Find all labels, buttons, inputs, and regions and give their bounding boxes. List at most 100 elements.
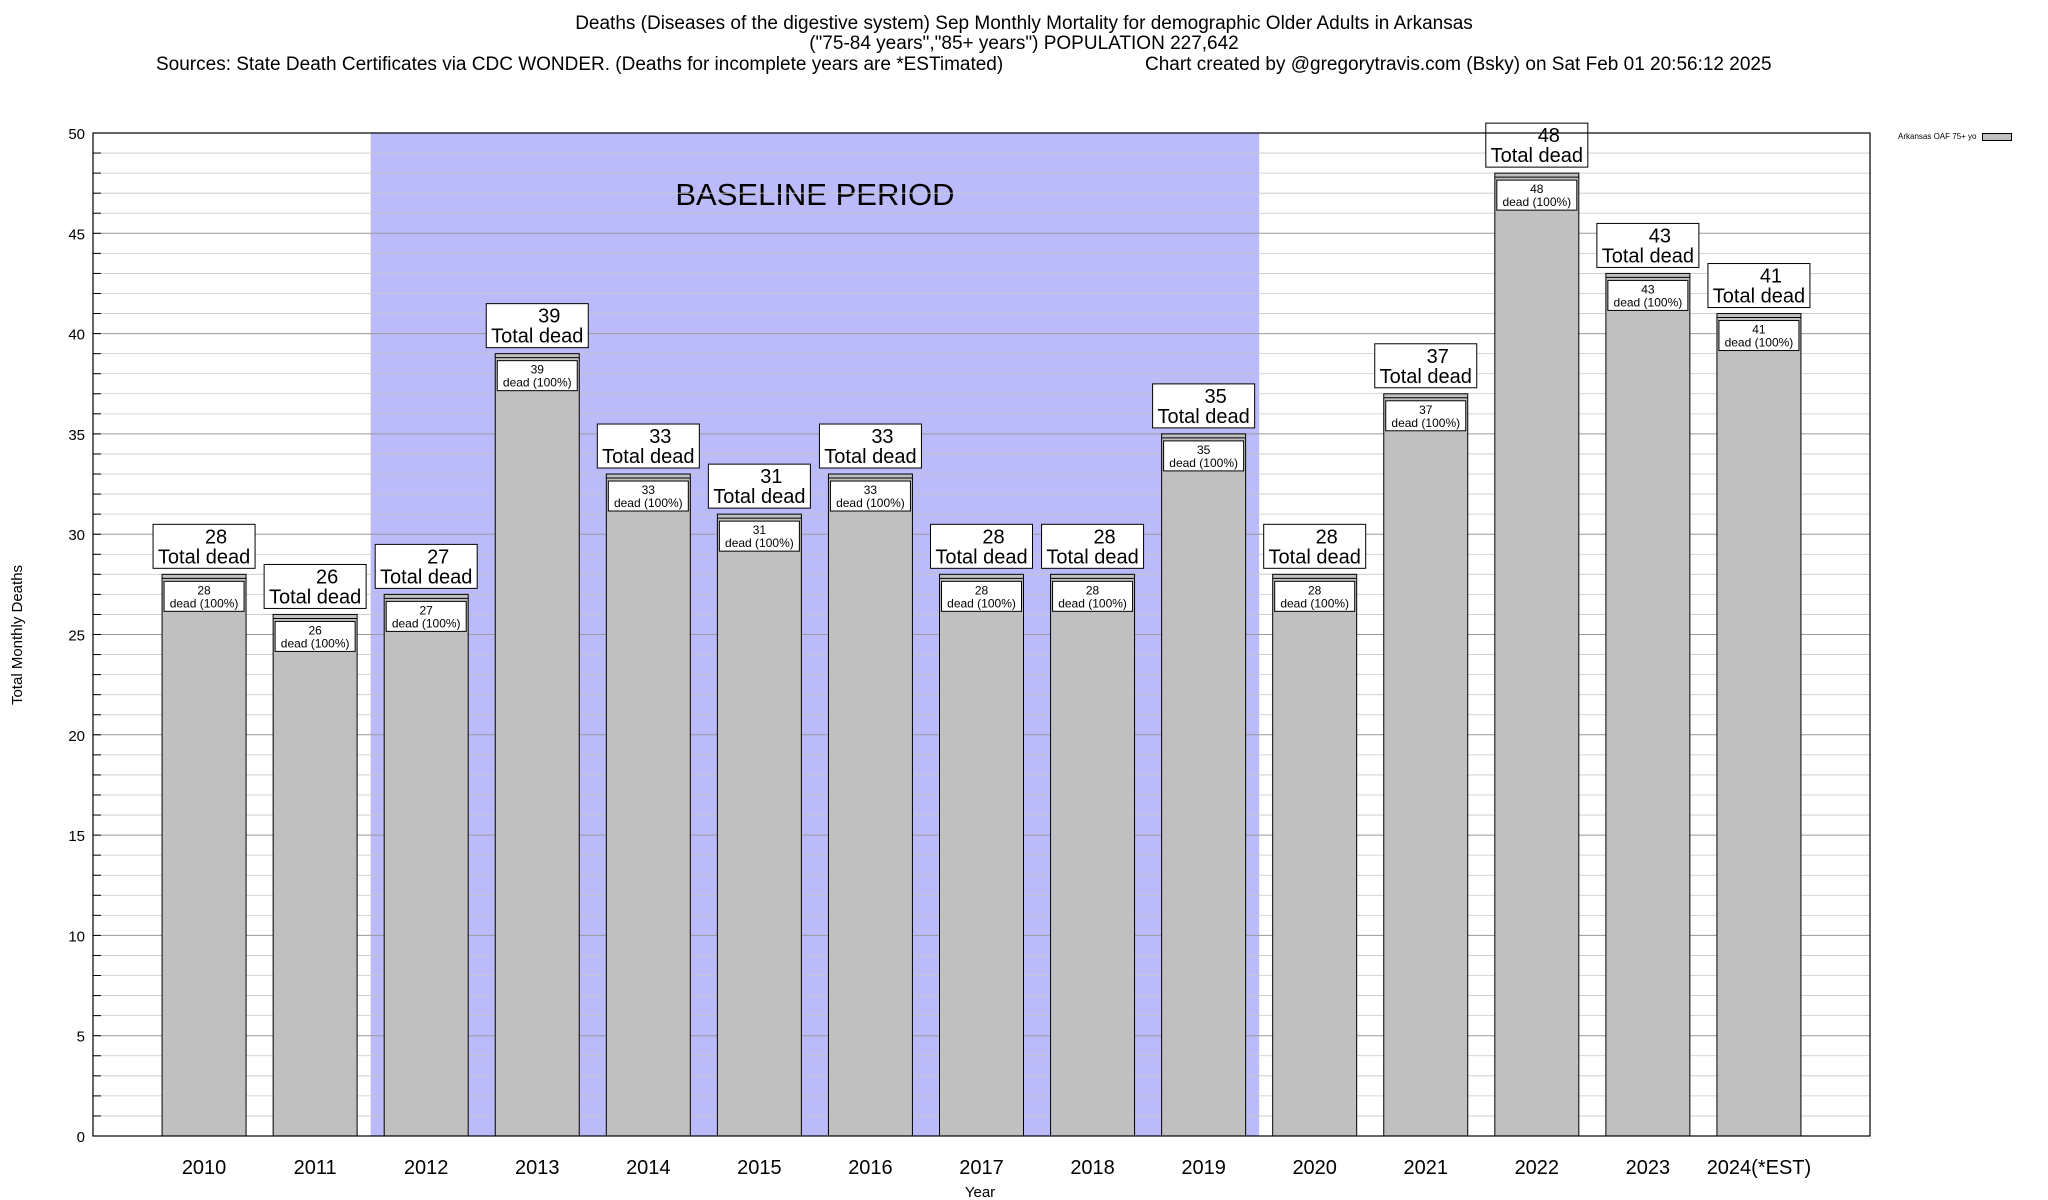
bar-top-value: 33 bbox=[649, 426, 671, 448]
bar-inner-suffix: dead (100%) bbox=[836, 496, 905, 510]
bar-inner-value: 28 bbox=[1308, 583, 1322, 597]
y-tick-label: 25 bbox=[68, 628, 85, 645]
top-label-box bbox=[1152, 383, 1256, 429]
chart-credit: Chart created by @gregorytravis.com (Bsk… bbox=[1145, 54, 1772, 75]
y-tick-label: 0 bbox=[77, 1129, 85, 1146]
bar-inner-value: 35 bbox=[1197, 443, 1211, 457]
bar-top-value: 28 bbox=[982, 526, 1004, 548]
bar-top-suffix: Total dead bbox=[602, 446, 694, 468]
bar-top-value: 39 bbox=[538, 306, 560, 328]
bar-top-value: 48 bbox=[1538, 125, 1560, 147]
bar-inner-value: 39 bbox=[531, 363, 545, 377]
top-label-box bbox=[1485, 122, 1589, 168]
bar-inner-value: 26 bbox=[308, 623, 322, 637]
bar-top-suffix: Total dead bbox=[1046, 546, 1138, 568]
bar-top-suffix: Total dead bbox=[158, 546, 250, 568]
chart-title-line1: Deaths (Diseases of the digestive system… bbox=[575, 13, 1473, 34]
bar bbox=[383, 593, 469, 1137]
bar-inner-value: 28 bbox=[1086, 583, 1100, 597]
inner-label-box bbox=[163, 580, 245, 612]
bar-inner-suffix: dead (100%) bbox=[392, 616, 461, 630]
bar-top-suffix: Total dead bbox=[491, 326, 583, 348]
top-label-box bbox=[930, 523, 1033, 569]
bar-top-suffix: Total dead bbox=[1491, 145, 1583, 167]
bar-top-value: 27 bbox=[427, 546, 449, 568]
bar-inner-suffix: dead (100%) bbox=[1614, 295, 1683, 309]
inner-label-box bbox=[1385, 400, 1467, 432]
bar-inner-value: 33 bbox=[864, 483, 878, 497]
bar-inner-suffix: dead (100%) bbox=[170, 596, 239, 610]
legend: Arkansas OAF 75+ yo bbox=[1898, 132, 2013, 141]
x-tick-label: 2013 bbox=[515, 1157, 560, 1179]
y-tick-label: 10 bbox=[68, 928, 85, 945]
bar-top-suffix: Total dead bbox=[380, 566, 472, 588]
bar-inner-suffix: dead (100%) bbox=[947, 596, 1016, 610]
x-tick-label: 2019 bbox=[1181, 1157, 1226, 1179]
top-label-box bbox=[818, 423, 922, 469]
bar-top-value: 43 bbox=[1649, 225, 1671, 247]
bar-inner-suffix: dead (100%) bbox=[1280, 596, 1349, 610]
bar-top-value: 41 bbox=[1760, 266, 1782, 288]
bar bbox=[716, 513, 802, 1137]
bar-inner-suffix: dead (100%) bbox=[1391, 416, 1460, 430]
inner-label-box bbox=[1496, 179, 1578, 211]
bar-top-value: 28 bbox=[1316, 526, 1338, 548]
top-label-box bbox=[1707, 263, 1811, 309]
top-label-box bbox=[152, 523, 256, 569]
inner-label-box bbox=[1163, 440, 1245, 472]
top-label-box bbox=[707, 463, 811, 509]
bar-inner-value: 28 bbox=[975, 583, 989, 597]
x-tick-label: 2014 bbox=[626, 1157, 671, 1179]
bar bbox=[1494, 172, 1580, 1137]
legend-swatch bbox=[1982, 132, 2013, 141]
chart-title: Deaths (Diseases of the digestive system… bbox=[0, 14, 2048, 54]
x-tick-label: 2011 bbox=[294, 1157, 337, 1179]
x-tick-label: 2015 bbox=[737, 1157, 782, 1179]
bar-inner-value: 41 bbox=[1752, 323, 1766, 337]
bar-top-suffix: Total dead bbox=[1380, 366, 1472, 388]
bar bbox=[1383, 393, 1469, 1137]
x-tick-label: 2018 bbox=[1070, 1157, 1115, 1179]
bar-inner-suffix: dead (100%) bbox=[614, 496, 683, 510]
y-tick-label: 50 bbox=[68, 126, 85, 143]
bar bbox=[161, 573, 247, 1137]
y-tick-label: 5 bbox=[77, 1029, 85, 1046]
bar-top-value: 28 bbox=[205, 526, 227, 548]
x-axis-label: Year bbox=[965, 1184, 995, 1200]
bar-inner-value: 31 bbox=[753, 523, 767, 537]
bar bbox=[1050, 573, 1136, 1137]
bar-top-suffix: Total dead bbox=[824, 446, 916, 468]
x-tick-label: 2016 bbox=[848, 1157, 893, 1179]
baseline-period-label: BASELINE PERIOD bbox=[675, 177, 954, 212]
bar-top-suffix: Total dead bbox=[1269, 546, 1361, 568]
bar-inner-value: 43 bbox=[1641, 282, 1655, 296]
chart-sources: Sources: State Death Certificates via CD… bbox=[156, 54, 1004, 75]
bar-top-value: 35 bbox=[1205, 386, 1227, 408]
bar-inner-value: 33 bbox=[642, 483, 656, 497]
top-label-box bbox=[1041, 523, 1145, 569]
y-tick-label: 40 bbox=[68, 327, 85, 344]
x-tick-label: 2012 bbox=[404, 1157, 449, 1179]
inner-label-box bbox=[1274, 580, 1356, 612]
bar-top-suffix: Total dead bbox=[713, 486, 805, 508]
bar-inner-value: 37 bbox=[1419, 403, 1433, 417]
x-tick-label: 2023 bbox=[1626, 1157, 1671, 1179]
y-axis-label: Total Monthly Deaths bbox=[9, 565, 26, 705]
bar-inner-suffix: dead (100%) bbox=[1725, 336, 1794, 350]
top-label-box bbox=[374, 543, 478, 589]
y-tick-label: 30 bbox=[68, 527, 85, 544]
plot-frame bbox=[92, 132, 1871, 1137]
bar-inner-suffix: dead (100%) bbox=[503, 376, 572, 390]
bar bbox=[1272, 573, 1358, 1137]
bar-top-value: 31 bbox=[760, 466, 782, 488]
inner-label-box bbox=[941, 580, 1022, 612]
bar bbox=[272, 613, 358, 1137]
top-label-box bbox=[1374, 343, 1478, 389]
bar-top-value: 33 bbox=[871, 426, 893, 448]
bar-top-value: 37 bbox=[1427, 346, 1449, 368]
inner-label-box bbox=[1718, 320, 1800, 352]
bar-top-value: 26 bbox=[316, 566, 338, 588]
x-tick-label: 2017 bbox=[959, 1157, 1004, 1179]
bar bbox=[1716, 313, 1802, 1137]
